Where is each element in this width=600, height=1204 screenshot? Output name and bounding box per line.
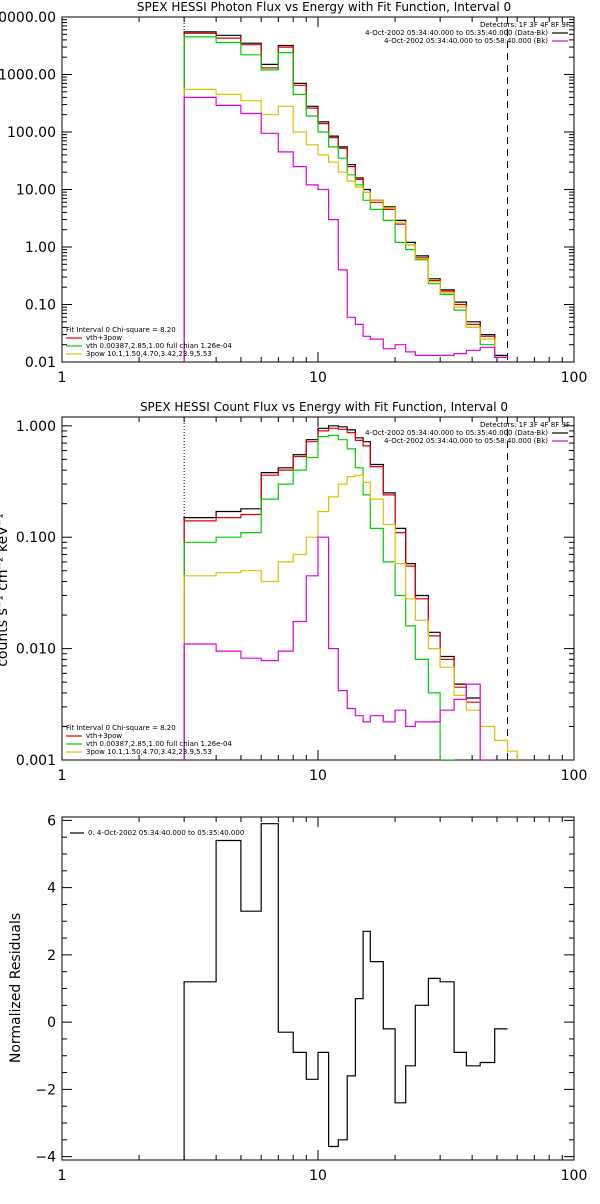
series-line-0 xyxy=(183,425,481,760)
y-tick-label: 10000.00 xyxy=(0,10,56,26)
x-tick-label: 100 xyxy=(561,1168,588,1184)
legend-text: vth+3pow xyxy=(86,732,122,740)
y-tick-label: 100.00 xyxy=(7,125,56,141)
legend-text: 4-Oct-2002 05:34:40.000 to 05:58:40.000 … xyxy=(384,437,548,445)
x-tick-label: 10 xyxy=(309,768,327,784)
y-tick-label: 1.00 xyxy=(25,240,56,256)
x-tick-label: 100 xyxy=(561,370,588,386)
series-line-4 xyxy=(183,96,508,362)
y-tick-label: 0.001 xyxy=(16,753,56,769)
legend-text: vth 0.00387,2.85,1.00 full chian 1.26e-0… xyxy=(86,342,232,350)
x-tick-label: 1 xyxy=(58,370,67,386)
residuals-plot-frame xyxy=(61,816,575,1161)
x-tick-label: 100 xyxy=(561,768,588,784)
y-tick-label: 10.00 xyxy=(16,183,56,199)
count-flux-panel: SPEX HESSI Count Flux vs Energy with Fit… xyxy=(0,400,588,784)
legend-text: 3pow 10.1,1.50,4.70,3.42,23.9,5.53 xyxy=(86,350,212,358)
legend-text: Fit Interval 0 Chi-square = 8.20 xyxy=(66,326,176,334)
series-line-2 xyxy=(183,434,455,760)
series-line-4 xyxy=(183,536,495,760)
legend-text: 4-Oct-2002 05:34:40.000 to 05:35:40.000 … xyxy=(365,29,548,37)
legend-text: Detectors: 1F 3F 4F 8F 9F xyxy=(480,21,570,29)
y-tick-label: 1000.00 xyxy=(0,68,56,84)
x-tick-label: 10 xyxy=(309,1168,327,1184)
count-plot-frame xyxy=(61,416,575,761)
y-tick-label: −2 xyxy=(35,1082,56,1098)
photon-chart-title: SPEX HESSI Photon Flux vs Energy with Fi… xyxy=(137,0,511,14)
series-line-3 xyxy=(183,88,508,362)
y-tick-label: 0 xyxy=(47,1015,56,1031)
legend-text: vth+3pow xyxy=(86,334,122,342)
y-tick-label: 2 xyxy=(47,948,56,964)
legend-text: Detectors: 1F 3F 4F 8F 9F xyxy=(480,421,570,429)
series-line-1 xyxy=(183,32,508,362)
series-line-0 xyxy=(183,823,508,1160)
x-tick-label: 10 xyxy=(309,370,327,386)
legend-text: 0. 4-Oct-2002 05:34:40.000 to 05:35:40.0… xyxy=(88,829,244,837)
count-y-axis-label: counts s⁻¹ cm⁻² keV⁻¹ xyxy=(0,513,11,667)
y-tick-label: 1.000 xyxy=(16,419,56,435)
legend-text: 4-Oct-2002 05:34:40.000 to 05:58:40.000 … xyxy=(384,37,548,45)
y-tick-label: 6 xyxy=(47,813,56,829)
count-chart-title: SPEX HESSI Count Flux vs Energy with Fit… xyxy=(140,400,508,414)
legend-text: 4-Oct-2002 05:34:40.000 to 05:35:40.000 … xyxy=(365,429,548,437)
residuals-y-axis-label: Normalized Residuals xyxy=(8,913,24,1063)
y-tick-label: 0.01 xyxy=(25,355,56,371)
y-tick-label: 0.010 xyxy=(16,642,56,658)
legend-text: 3pow 10.1,1.50,4.70,3.42,23.9,5.53 xyxy=(86,748,212,756)
y-tick-label: 0.100 xyxy=(16,530,56,546)
series-line-2 xyxy=(183,36,508,362)
legend-text: Fit Interval 0 Chi-square = 8.20 xyxy=(66,724,176,732)
residuals-panel: Normalized Residuals 1 10 100 −4 −2 0 2 4 6 0. 4… xyxy=(8,813,587,1184)
y-tick-label: 4 xyxy=(47,881,56,897)
x-tick-label: 1 xyxy=(58,1168,67,1184)
series-line-1 xyxy=(183,427,481,760)
legend-text: vth 0.00387,2.85,1.00 full chian 1.26e-0… xyxy=(86,740,232,748)
y-tick-label: −4 xyxy=(35,1150,56,1166)
x-tick-label: 1 xyxy=(58,768,67,784)
y-tick-label: 0.10 xyxy=(25,298,56,314)
photon-flux-panel: SPEX HESSI Photon Flux vs Energy with Fi… xyxy=(0,0,587,386)
series-line-0 xyxy=(183,31,508,362)
series-line-3 xyxy=(183,474,518,760)
